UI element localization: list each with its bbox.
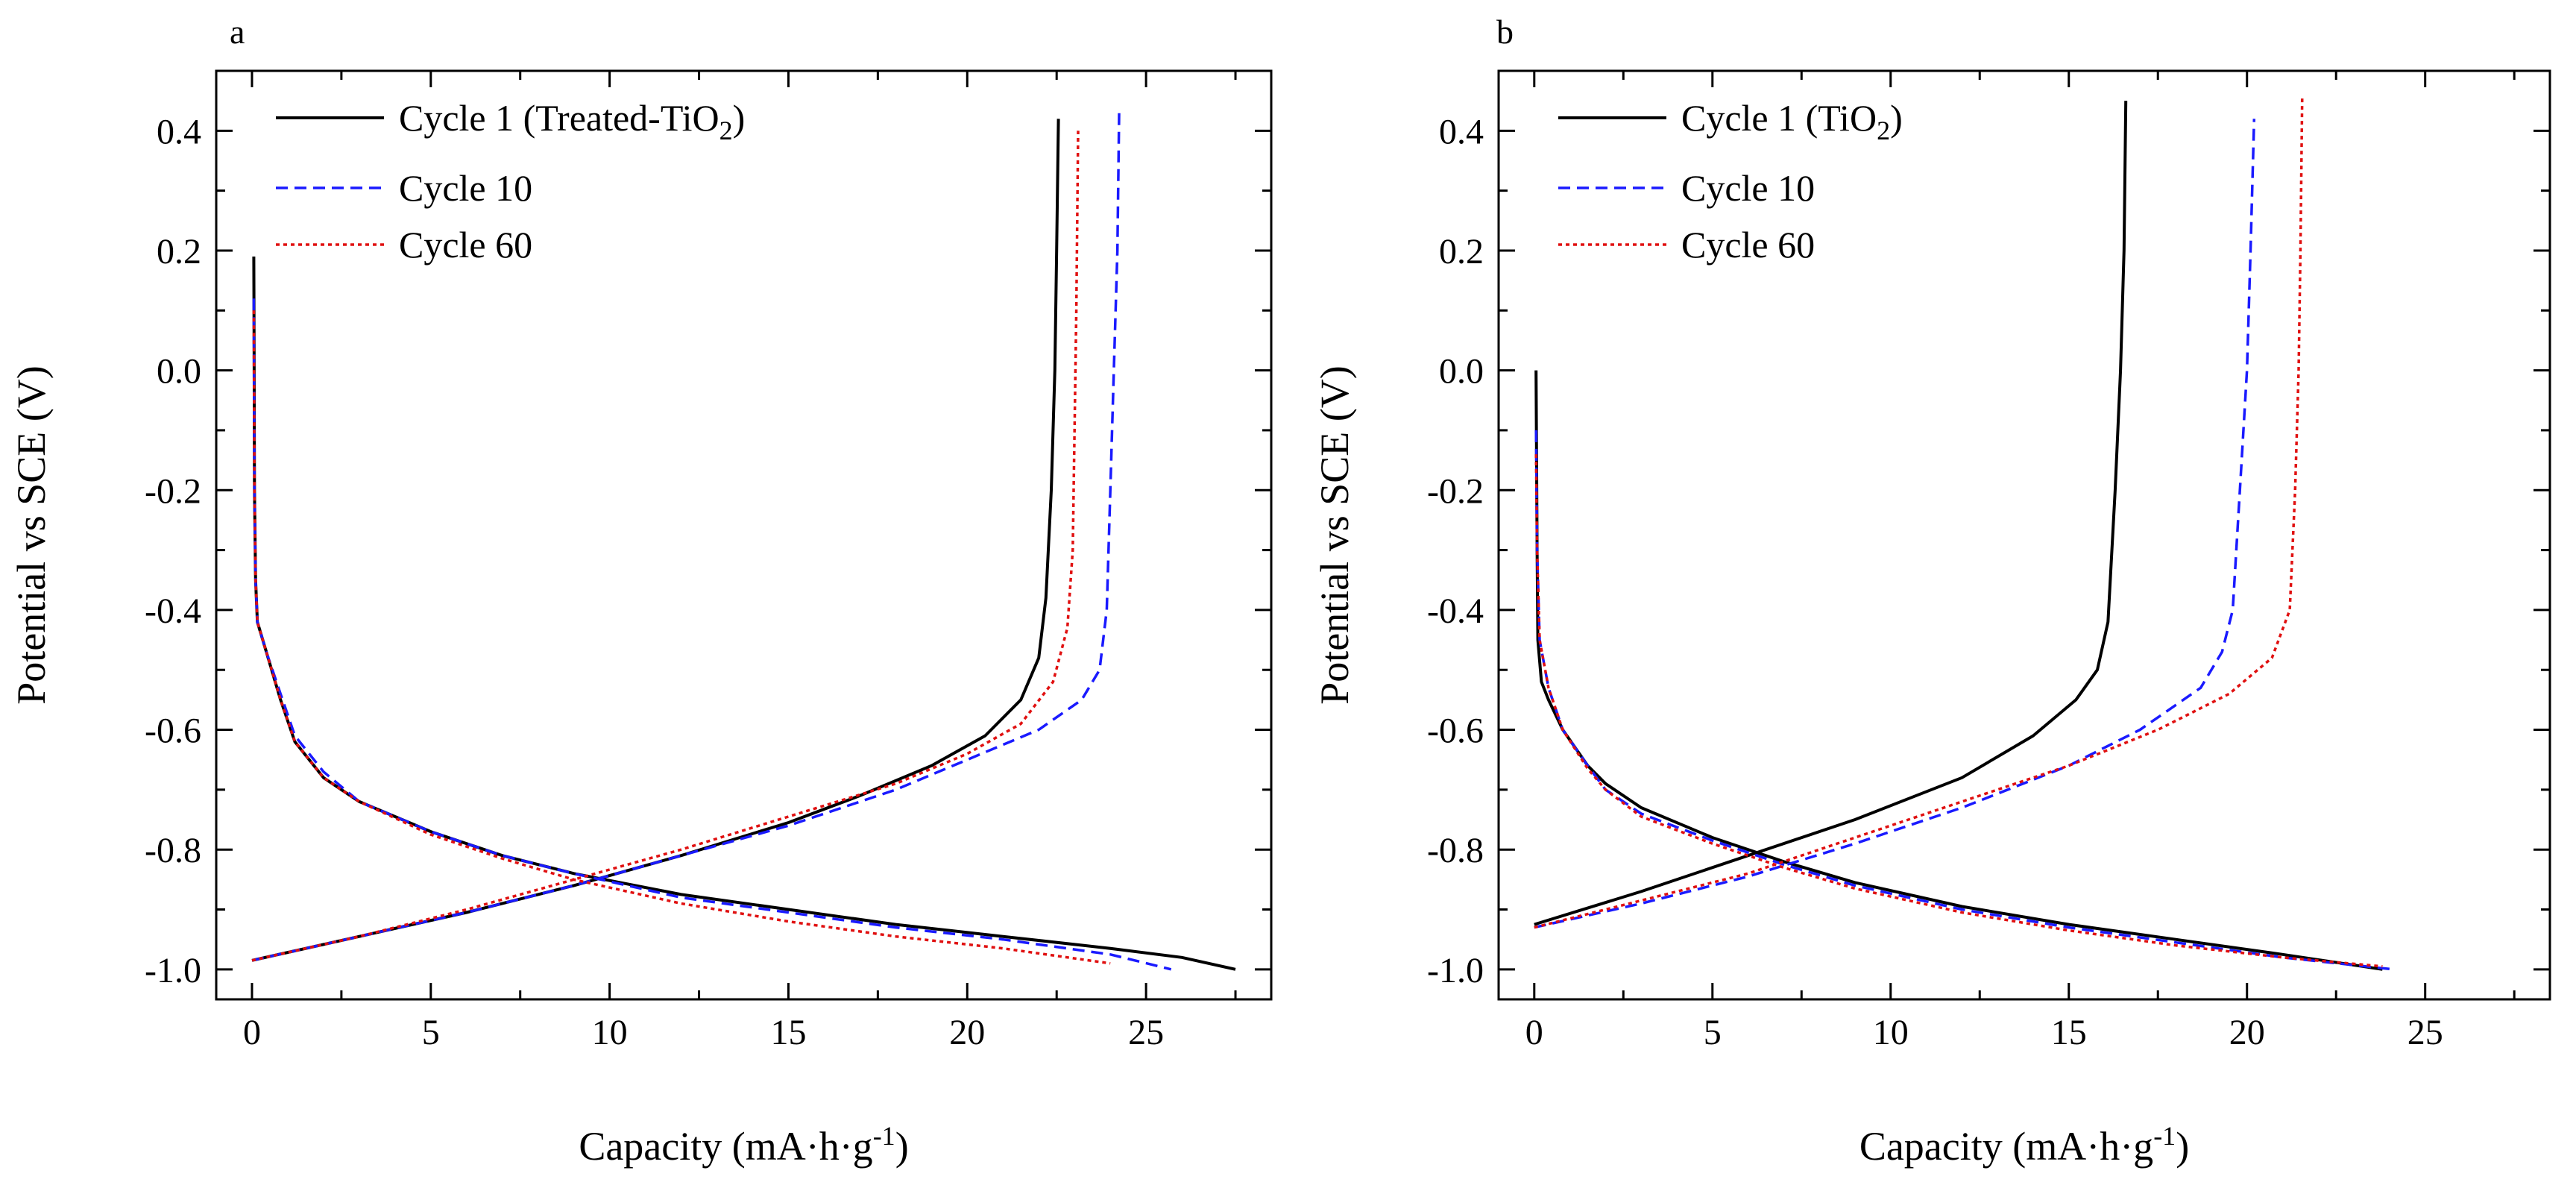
series-3-discharge-line (1534, 454, 2383, 968)
legend-entry: Cycle 1 (TiO2) (1681, 97, 1903, 145)
y-tick-label: -0.2 (1427, 471, 1484, 511)
plot-frame (215, 69, 1273, 1001)
y-tick-label: 0.2 (157, 232, 201, 271)
series-2-discharge-line (1534, 430, 2393, 971)
x-tick-label: 5 (422, 1013, 440, 1052)
x-tick-label: 10 (1873, 1013, 1909, 1052)
series-1-charge-line (251, 119, 1060, 962)
y-tick-label: -0.4 (1427, 591, 1484, 631)
chart-panel-a: 0 5 10 15 20 25 0.4 0.2 0.0 -0.2 -0.4 -0.6 -0.8 -1.0 a… (9, 13, 1273, 1169)
series-1-discharge-line (1534, 370, 2383, 971)
x-tick-label: 15 (2051, 1013, 2087, 1052)
series-1-charge-line (1534, 101, 2128, 926)
chart-panel-b: 0 5 10 15 20 25 0.4 0.2 0.0 -0.2 -0.4 -0.6 -0.8 -1.0 b… (1312, 13, 2551, 1169)
x-tick-label: 20 (2229, 1013, 2265, 1052)
y-tick-label: -0.4 (145, 591, 201, 631)
x-axis-title: Capacity (mA·h·g-1) (1859, 1121, 2189, 1169)
legend-entry: Cycle 1 (Treated-TiO2) (399, 97, 745, 145)
y-tick-label: 0.4 (1439, 112, 1484, 151)
panel-label: b (1496, 13, 1514, 51)
y-tick-label: -1.0 (145, 951, 201, 990)
x-tick-label: 15 (770, 1013, 806, 1052)
y-tick-label: 0.2 (1439, 232, 1484, 271)
y-tick-label: -0.6 (145, 711, 201, 751)
plot-frame (1497, 69, 2551, 1001)
series-2-discharge-line (252, 298, 1172, 971)
legend-entry: Cycle 60 (399, 224, 532, 265)
y-tick-label: 0.0 (157, 352, 201, 392)
y-axis-title: Potential vs SCE (V) (9, 365, 54, 705)
y-axis-title: Potential vs SCE (V) (1312, 365, 1357, 705)
y-tick-label: -0.8 (1427, 831, 1484, 870)
y-tick-label: -1.0 (1427, 951, 1484, 990)
series-2-charge-line (1534, 119, 2256, 929)
x-tick-label: 25 (1128, 1013, 1164, 1052)
y-tick-label: -0.2 (145, 471, 201, 511)
y-tick-label: 0.0 (1439, 352, 1484, 392)
y-tick-label: -0.8 (145, 831, 201, 870)
legend-entry: Cycle 10 (1681, 167, 1815, 209)
legend: Cycle 1 (TiO2) Cycle 10 Cycle 60 (1558, 97, 1903, 265)
x-axis-title: Capacity (mA·h·g-1) (579, 1121, 908, 1169)
series-2-charge-line (251, 107, 1121, 962)
x-tick-label: 25 (2407, 1013, 2443, 1052)
x-tick-label: 20 (949, 1013, 985, 1052)
legend: Cycle 1 (Treated-TiO2) Cycle 10 Cycle 60 (276, 97, 745, 265)
x-tick-label: 5 (1704, 1013, 1722, 1052)
legend-entry: Cycle 10 (399, 167, 532, 209)
series-3-charge-line (1534, 95, 2304, 929)
y-tick-label: -0.6 (1427, 711, 1484, 751)
x-tick-label: 10 (592, 1013, 628, 1052)
series-3-charge-line (251, 131, 1080, 962)
x-tick-label: 0 (243, 1013, 261, 1052)
legend-entry: Cycle 60 (1681, 224, 1815, 265)
x-tick-label: 0 (1525, 1013, 1543, 1052)
panel-label: a (230, 13, 245, 51)
series-3-discharge-line (252, 310, 1111, 965)
y-tick-label: 0.4 (157, 112, 201, 151)
series-1-discharge-line (252, 256, 1236, 971)
